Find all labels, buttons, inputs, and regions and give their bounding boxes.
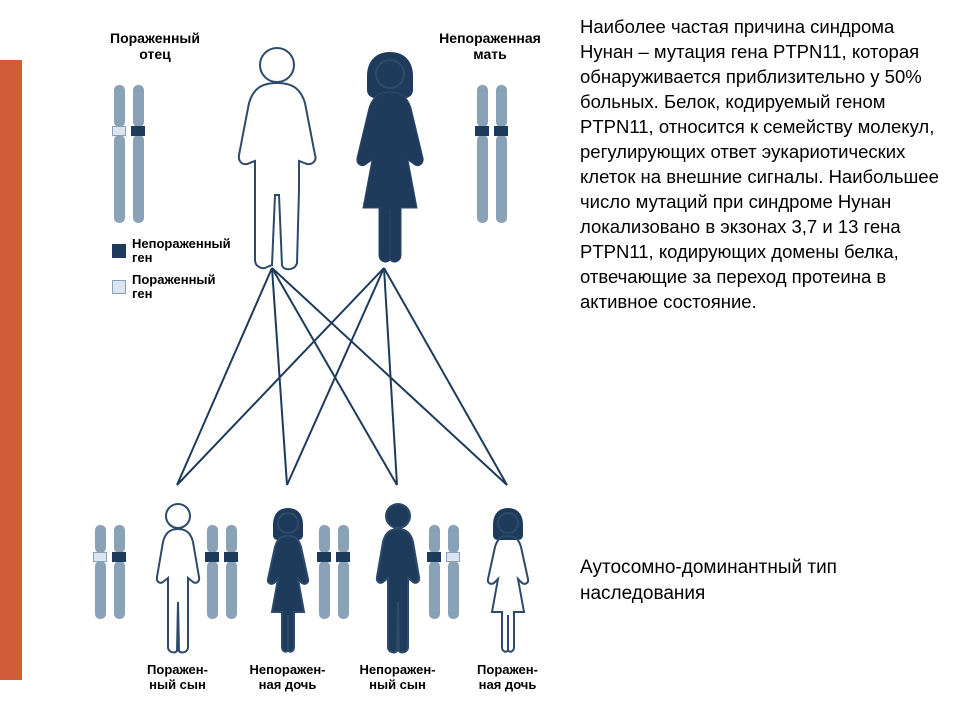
child-2-chromosomes <box>205 525 238 619</box>
legend-normal-text: Непораженный ген <box>132 237 231 266</box>
child-3-chromosomes <box>317 525 350 619</box>
child-4-figure <box>485 507 531 662</box>
child-2-label: Непоражен- ная дочь <box>235 663 340 693</box>
father-label: Пораженный отец <box>100 30 210 62</box>
mother-chromosomes <box>475 85 508 223</box>
legend-light-square <box>112 280 126 294</box>
legend-normal-gene: Непораженный ген <box>112 237 231 266</box>
child-1-figure <box>155 502 201 657</box>
father-chromosomes <box>112 85 145 223</box>
mother-label: Непораженная мать <box>430 30 550 62</box>
legend-affected-text: Пораженный ген <box>132 273 216 302</box>
child-3-figure <box>375 502 421 657</box>
inheritance-diagram: Пораженный отец Непораженная мать Непора… <box>50 15 570 715</box>
child-3-label: Непоражен- ный сын <box>345 663 450 693</box>
legend-affected-gene: Пораженный ген <box>112 273 216 302</box>
child-4-chromosomes <box>427 525 460 619</box>
child-1-chromosomes <box>93 525 126 619</box>
child-2-figure <box>265 507 311 662</box>
inheritance-type: Аутосомно-доминантный тип наследования <box>580 555 940 606</box>
child-1-label: Поражен- ный сын <box>125 663 230 693</box>
child-4-label: Поражен- ная дочь <box>455 663 560 693</box>
main-description: Наиболее частая причина синдрома Нунан –… <box>580 15 940 315</box>
side-stripe <box>0 60 22 680</box>
mother-figure <box>345 50 435 265</box>
father-figure <box>225 45 330 275</box>
legend-dark-square <box>112 244 126 258</box>
